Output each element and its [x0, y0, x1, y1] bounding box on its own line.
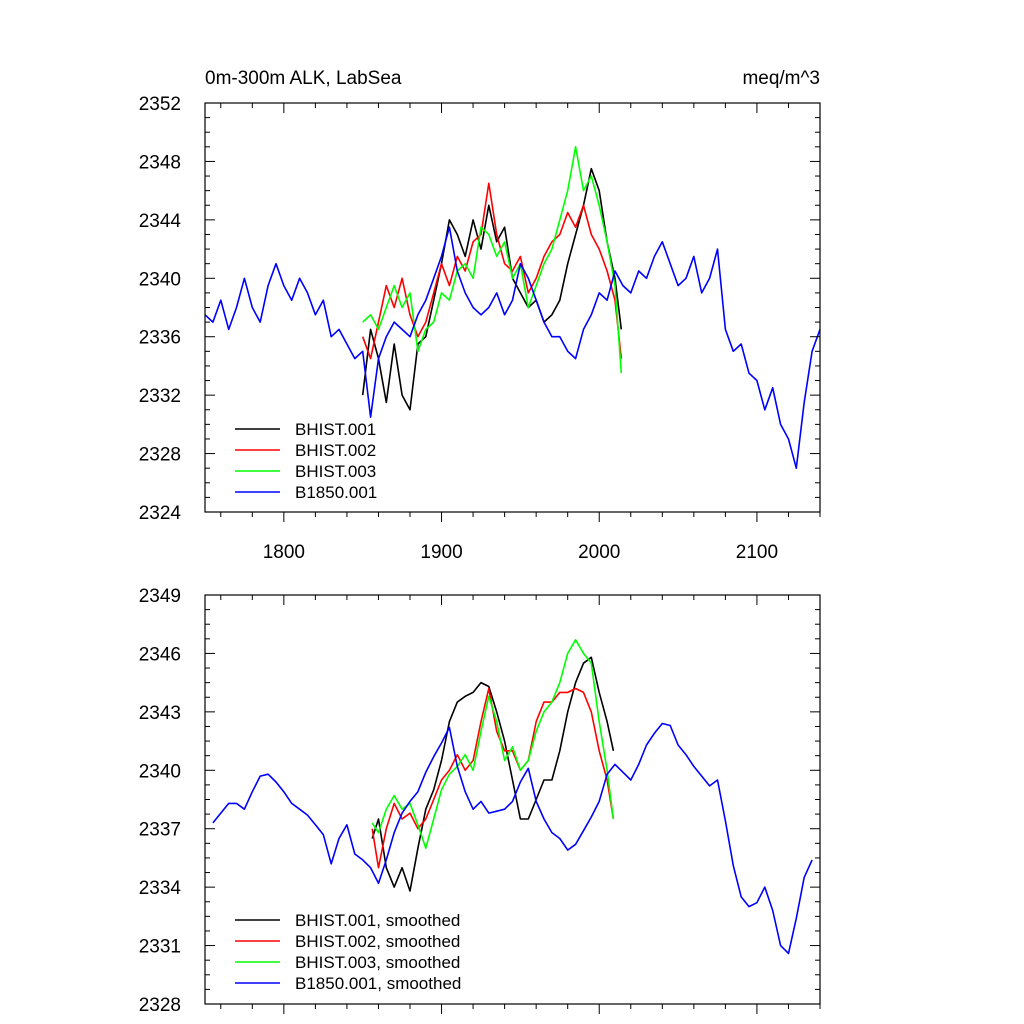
legend-label-1: BHIST.001 [295, 420, 376, 439]
y-tick-label: 2340 [139, 761, 181, 782]
legend-label-3: BHIST.003 [295, 462, 376, 481]
series-line-1 [371, 656, 615, 892]
legend-label-4: B1850.001, smoothed [295, 974, 461, 993]
y-tick-label: 2328 [139, 445, 181, 466]
legend-label-2: BHIST.002, smoothed [295, 932, 460, 951]
x-tick-label: 1900 [420, 542, 462, 563]
series-line-1 [361, 167, 623, 411]
y-tick-label: 2352 [139, 94, 181, 115]
x-tick-label: 2000 [578, 542, 620, 563]
y-tick-label: 2332 [139, 386, 181, 407]
y-tick-label: 2336 [139, 328, 181, 349]
x-tick-label: 1800 [263, 542, 305, 563]
legend-label-4: B1850.001 [295, 483, 377, 502]
legend-label-2: BHIST.002 [295, 441, 376, 460]
bottom-panel: 2328 2331 2334 2337 2340 2343 2346 2349 BHIST.00… [139, 586, 821, 1016]
series-line-4 [204, 226, 821, 469]
series-line-3 [371, 639, 615, 849]
x-tick-label: 2100 [736, 542, 778, 563]
top-panel: 2324 2328 2332 2336 2340 2344 2348 2352 1800 1900… [139, 68, 821, 563]
y-tick-label: 2340 [139, 269, 181, 290]
y-tick-label: 2324 [139, 503, 182, 524]
legend-label-3: BHIST.003, smoothed [295, 953, 460, 972]
series-line-2 [361, 182, 623, 360]
series-line-4 [212, 722, 813, 955]
y-tick-label: 2348 [139, 152, 181, 173]
chart-units: meq/m^3 [742, 68, 820, 89]
y-tick-label: 2337 [139, 820, 181, 841]
y-tick-label: 2331 [139, 937, 181, 958]
series-line-3 [362, 146, 623, 374]
y-tick-label: 2346 [139, 644, 181, 665]
chart-title: 0m-300m ALK, LabSea [205, 68, 402, 89]
y-tick-label: 2334 [139, 878, 182, 899]
y-tick-label: 2343 [139, 703, 181, 724]
legend-label-1: BHIST.001, smoothed [295, 911, 460, 930]
y-tick-label: 2344 [139, 211, 182, 232]
y-tick-label: 2349 [139, 586, 181, 607]
y-tick-label: 2328 [139, 995, 181, 1016]
